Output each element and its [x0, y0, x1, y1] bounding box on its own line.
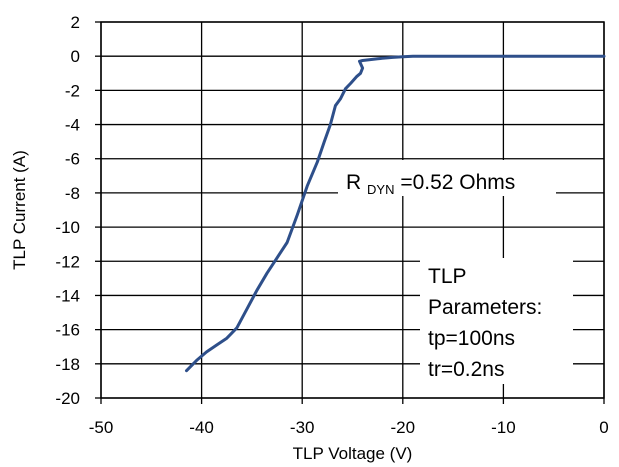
rdyn-value: =0.52 Ohms	[400, 171, 515, 194]
y-tick-label: -4	[65, 116, 80, 135]
y-tick-label: -20	[55, 389, 80, 408]
params-line-tr: tr=0.2ns	[428, 358, 504, 381]
x-tick-label: -50	[89, 418, 114, 437]
y-tick-labels: 2 0 -2 -4 -6 -8 -10 -12 -14 -16 -18 -20	[55, 13, 80, 408]
y-tick-label: -8	[65, 184, 80, 203]
y-tick-label: -14	[55, 286, 80, 305]
series-lines	[185, 54, 606, 373]
x-axis-title: TLP Voltage (V)	[293, 444, 413, 463]
y-tick-label: -10	[55, 218, 80, 237]
y-tick-label: 2	[71, 13, 80, 32]
annotation-backgrounds	[338, 160, 573, 384]
x-tick-label: -10	[491, 418, 516, 437]
rdyn-annotation: R DYN =0.52 Ohms	[346, 171, 515, 199]
rdyn-symbol: R	[346, 171, 361, 194]
rdyn-subscript: DYN	[367, 182, 394, 197]
y-tick-label: -6	[65, 150, 80, 169]
params-line-tp: tp=100ns	[428, 327, 515, 350]
params-line-heading: Parameters:	[428, 296, 542, 319]
plot-frame	[100, 21, 605, 399]
x-tick-label: 0	[599, 418, 608, 437]
params-annotation-background	[420, 258, 573, 384]
y-axis-title: TLP Current (A)	[10, 150, 29, 270]
x-tick-label: -20	[391, 418, 416, 437]
y-tick-label: -2	[65, 81, 80, 100]
y-tick-label: -16	[55, 321, 80, 340]
y-tick-label: -12	[55, 252, 80, 271]
y-tick-label: 0	[71, 47, 80, 66]
x-tick-labels: -50 -40 -30 -20 -10 0	[89, 418, 609, 437]
tick-marks	[95, 21, 605, 404]
x-tick-label: -30	[290, 418, 315, 437]
y-tick-label: -18	[55, 355, 80, 374]
tlp-iv-curve	[185, 54, 606, 373]
x-tick-label: -40	[189, 418, 214, 437]
rdyn-annotation-background	[338, 160, 556, 196]
params-line-title: TLP	[428, 265, 467, 288]
